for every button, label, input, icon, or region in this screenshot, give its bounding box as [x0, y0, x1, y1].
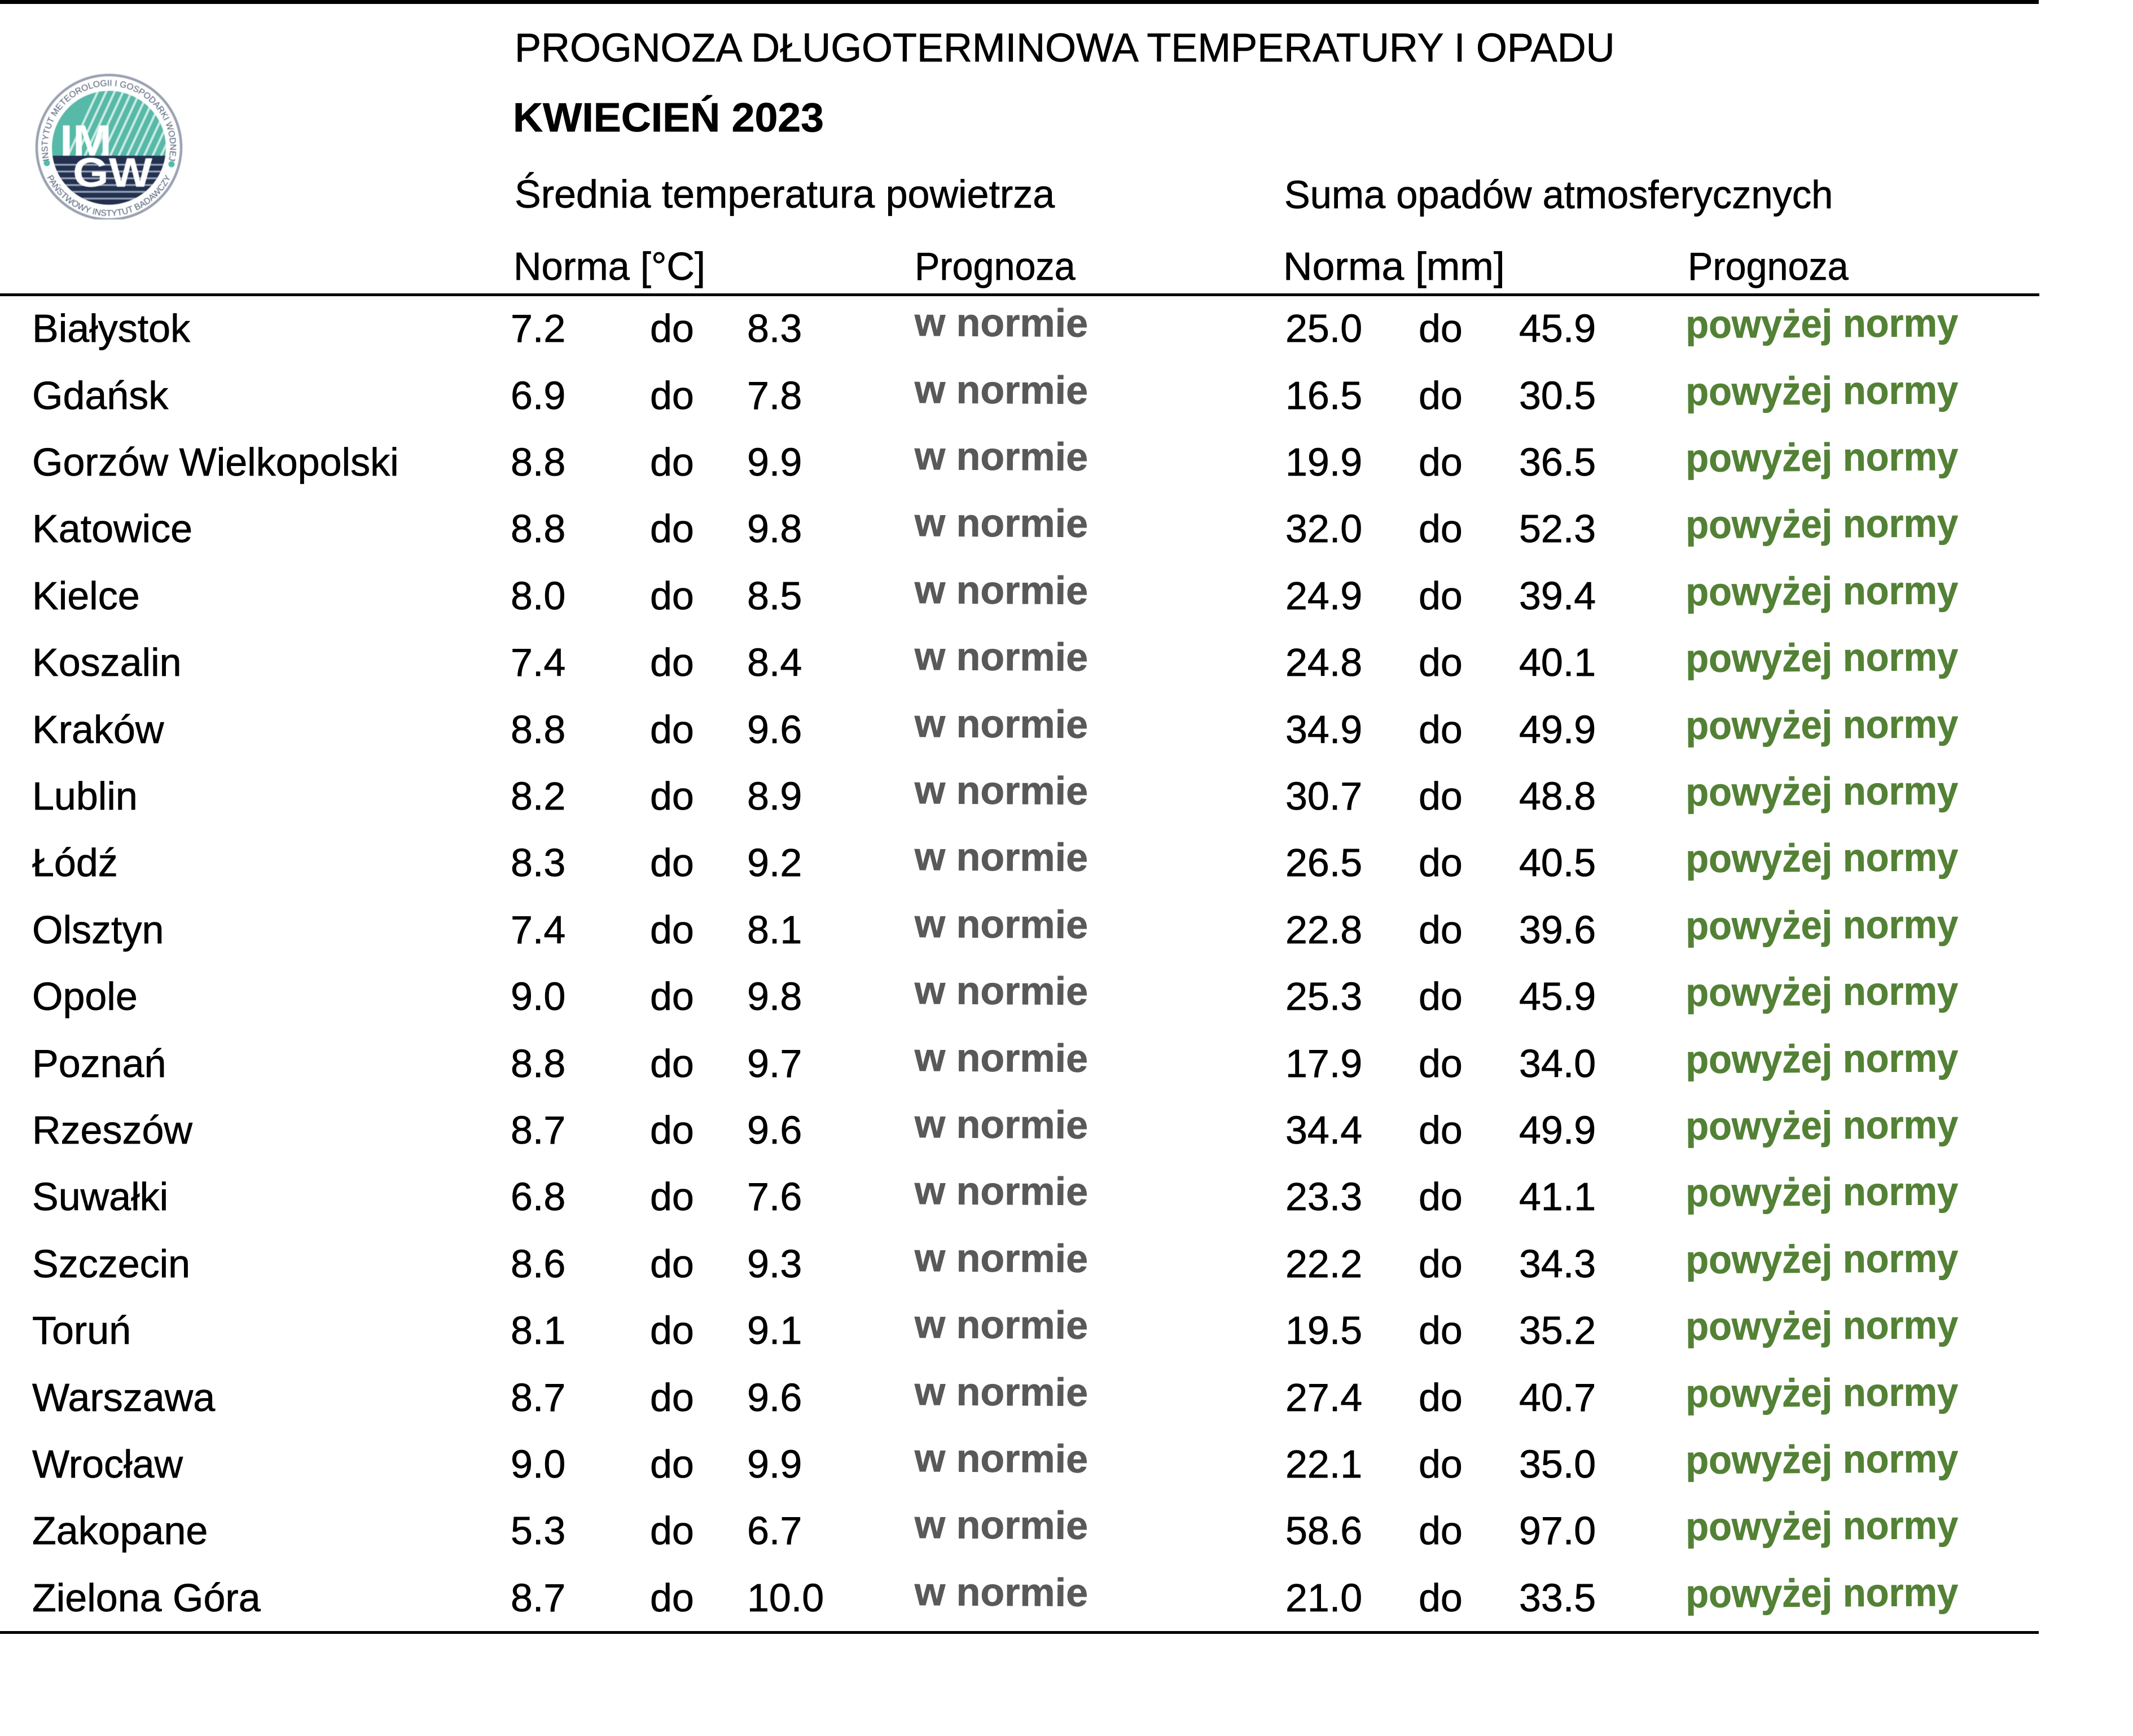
svg-text:IM: IM [60, 116, 112, 165]
svg-text:GW: GW [73, 150, 152, 196]
